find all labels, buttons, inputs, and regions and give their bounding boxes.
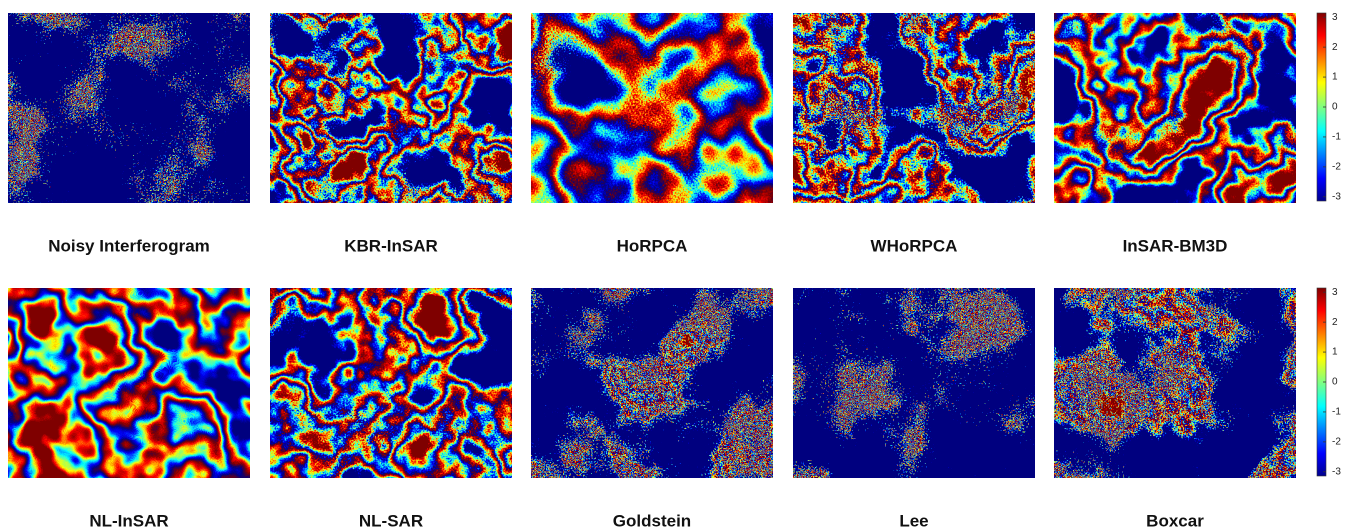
colorbar-tick-label: 1 [1332,347,1338,358]
panel-caption: Noisy Interferogram [48,236,210,255]
page: Noisy Interferogram KBR-InSAR HoRPCA WHoRPC… [0,0,1347,531]
colorbar-tick-label: -2 [1332,437,1341,448]
interferogram-image [531,288,773,478]
interferogram-image [8,13,250,203]
colorbar-tick-label: -3 [1332,191,1341,202]
interferogram-image [1054,288,1296,478]
interferogram-image [270,288,512,478]
interferogram-image [8,288,250,478]
colorbar-tick-label: 0 [1332,102,1338,113]
colorbar-tick-label: -1 [1332,132,1341,143]
interferogram-image [531,13,773,203]
panel-caption: HoRPCA [617,236,688,255]
panel-caption: Lee [899,511,928,530]
colorbar-tick-label: -2 [1332,162,1341,173]
colorbar-tick-label: 3 [1332,12,1338,23]
colorbar-tick-label: 0 [1332,377,1338,388]
panel-caption: KBR-InSAR [344,236,438,255]
interferogram-image [793,13,1035,203]
colorbar-tick-label: 3 [1332,287,1338,298]
figure: Noisy Interferogram KBR-InSAR HoRPCA WHoRPC… [0,0,1347,531]
panel-caption: Goldstein [613,511,691,530]
interferogram-image [793,288,1035,478]
panel-caption: NL-InSAR [89,511,168,530]
panel-caption: Boxcar [1146,511,1204,530]
panel-caption: WHoRPCA [871,236,958,255]
panel-caption: InSAR-BM3D [1123,236,1228,255]
interferogram-image [1054,13,1296,203]
colorbar-tick-label: -1 [1332,407,1341,418]
colorbar-tick-label: 1 [1332,72,1338,83]
colorbar-tick-label: -3 [1332,466,1341,477]
panel-caption: NL-SAR [359,511,423,530]
colorbar-tick-label: 2 [1332,42,1338,53]
colorbar-tick-label: 2 [1332,317,1338,328]
interferogram-image [270,13,512,203]
